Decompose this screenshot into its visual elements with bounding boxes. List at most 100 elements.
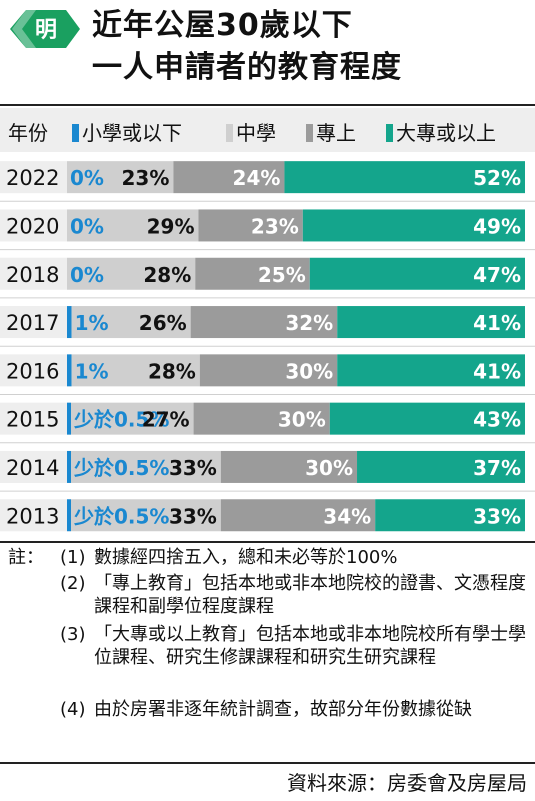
bar-segment-2013-s0 [67,499,71,532]
bar-segment-2013-s3 [375,499,525,532]
year-band-2017 [0,306,67,339]
data-label-2016-s3: 41% [473,359,521,383]
bar-segment-2020-s2 [198,209,303,242]
legend-item-secondary: 中學 [226,117,276,146]
data-label-2015-s3: 43% [473,408,521,432]
chart-bottom-divider [0,541,535,543]
ming-pao-badge-icon: 明 [10,10,80,48]
bar-segment-2018-s3 [309,257,525,290]
bar-segment-2020-s1 [67,209,199,242]
legend-label-post-secondary: 專上 [316,121,356,145]
year-label-2018: 2018 [6,263,59,287]
year-label-2014: 2014 [6,456,59,480]
notes-heading: 註： [8,547,44,568]
legend-item-primary: 小學或以下 [72,117,182,146]
data-label-2016-s0: 1% [75,359,109,383]
year-band-2014 [0,450,67,483]
data-label-2015-s0: 少於0.5% [73,408,169,432]
bar-segment-2022-s1 [67,161,174,194]
bar-segment-2020-s3 [302,209,525,242]
data-label-2022-s3: 52% [473,166,521,190]
bar-segment-2017-s1 [71,306,191,339]
bar-segment-2015-s3 [329,402,525,435]
bar-segment-2016-s0 [67,354,72,387]
legend-swatch-tertiary [386,124,393,142]
data-label-2016-s1: 28% [148,359,196,383]
data-label-2020-s3: 49% [473,214,521,238]
legend-label-tertiary: 大專或以上 [396,121,496,145]
note-3-number: (3) [60,624,86,645]
year-header: 年份 [8,121,48,145]
bar-segment-2018-s1 [67,257,196,290]
note-1-number: (1) [60,547,86,568]
year-label-2013: 2013 [6,504,59,528]
data-label-2018-s1: 28% [143,263,191,287]
data-label-2022-s1: 23% [122,166,170,190]
year-band-2018 [0,257,67,290]
data-label-2020-s1: 29% [147,214,195,238]
legend-swatch-primary [72,124,79,142]
data-label-2016-s2: 30% [285,359,333,383]
bar-segment-2016-s3 [337,354,525,387]
stacked-bar-chart: 2022 0% 23% 24% 52% 2020 0% 29% 23% 49% 2018 0% 28% 2… [0,161,535,532]
year-label-2022: 2022 [6,166,59,190]
year-band-2020 [0,209,67,242]
legend-swatch-secondary [226,124,233,142]
year-band-2016 [0,354,67,387]
bar-segment-2013-s1 [71,499,221,532]
bar-segment-2015-s0 [67,402,71,435]
note-2-text: 「專上教育」包括本地或非本地院校的證書、文憑程度課程和副學位程度課程 [94,573,526,617]
data-label-2014-s0: 少於0.5% [73,456,169,480]
bar-segment-2017-s0 [67,306,72,339]
bar-segment-2016-s2 [199,354,338,387]
bar-segment-2013-s2 [220,499,376,532]
data-label-2020-s2: 23% [251,214,299,238]
year-label-2020: 2020 [6,214,59,238]
year-band-2013 [0,499,67,532]
year-label-2017: 2017 [6,311,59,335]
data-label-2022-s2: 24% [233,166,281,190]
data-label-2013-s2: 34% [323,504,371,528]
bar-segment-2016-s1 [71,354,200,387]
note-1-text: 數據經四捨五入，總和未必等於100% [94,547,398,568]
bar-segment-2018-s2 [195,257,310,290]
data-label-2013-s3: 33% [473,504,521,528]
year-label-2016: 2016 [6,359,59,383]
bar-segment-2014-s2 [220,450,358,483]
chart-title-line2: 一人申請者的教育程度 [92,50,402,85]
data-label-2017-s1: 26% [139,311,187,335]
bar-segment-2014-s1 [71,450,221,483]
legend-item-tertiary: 大專或以上 [386,117,496,146]
note-2-number: (2) [60,573,86,594]
data-label-2013-s0: 少於0.5% [73,504,169,528]
note-3-text: 「大專或以上教育」包括本地或非本地院校所有學士學位課程、研究生修課課程和研究生研… [94,624,526,668]
data-label-2015-s1: 27% [142,408,190,432]
top-divider [0,104,535,106]
data-label-2022-s0: 0% [70,166,104,190]
bar-segment-2015-s1 [71,402,194,435]
chart-title-line1: 近年公屋30歲以下 [92,8,353,43]
bar-segment-2017-s2 [190,306,338,339]
data-label-2015-s2: 30% [278,408,326,432]
bar-segment-2014-s0 [67,450,71,483]
data-label-2020-s0: 0% [70,214,104,238]
source-divider [0,762,535,764]
bar-segment-2022-s2 [173,161,285,194]
note-4-text: 由於房署非逐年統計調查，故部分年份數據從缺 [94,699,472,720]
bar-segment-2014-s3 [357,450,525,483]
note-4-number: (4) [60,699,86,720]
svg-text:明: 明 [35,18,57,43]
data-label-2017-s3: 41% [473,311,521,335]
data-label-2018-s3: 47% [473,263,521,287]
bar-segment-2022-s3 [284,161,525,194]
legend-item-post-secondary: 專上 [306,117,356,146]
legend-label-secondary: 中學 [236,121,276,145]
year-label-2015: 2015 [6,408,59,432]
header: 明 近年公屋30歲以下 一人申請者的教育程度 [0,0,535,96]
data-label-2014-s1: 33% [169,456,217,480]
legend-label-primary: 小學或以下 [82,121,182,145]
year-band-2022 [0,161,67,194]
bar-segment-2015-s2 [193,402,330,435]
bar-segment-2017-s3 [337,306,525,339]
legend-swatch-post-secondary [306,124,313,142]
